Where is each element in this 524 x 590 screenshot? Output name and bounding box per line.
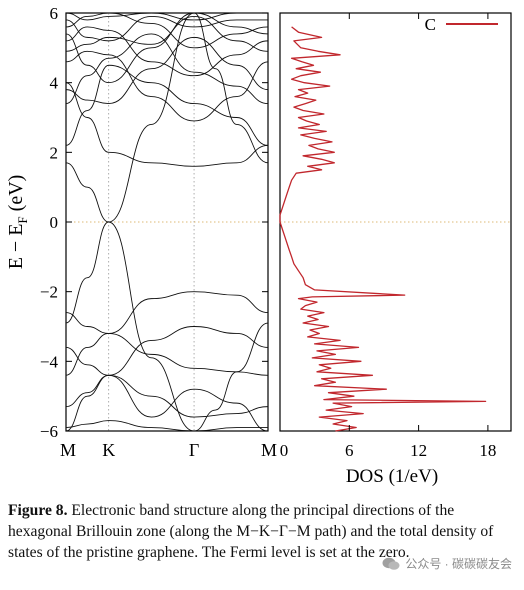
caption-label: Figure 8. bbox=[8, 502, 68, 519]
band-line bbox=[65, 36, 269, 105]
band-structure-panel: −6 −4 −2 0 2 4 6 M K Γ M E − EF (eV) bbox=[5, 4, 277, 460]
dos-x-tick-label: 12 bbox=[410, 441, 427, 460]
band-line bbox=[65, 26, 269, 77]
band-y-tick-label: −4 bbox=[40, 352, 59, 371]
band-line bbox=[65, 64, 269, 146]
dos-lines bbox=[279, 26, 487, 432]
band-line bbox=[65, 12, 269, 223]
band-line bbox=[65, 12, 269, 84]
band-line bbox=[65, 420, 268, 432]
band-y-tick-label: 4 bbox=[50, 74, 59, 93]
band-line bbox=[65, 50, 269, 122]
wechat-icon bbox=[382, 557, 400, 570]
band-y-label-main: E − E bbox=[5, 224, 27, 270]
band-line bbox=[65, 12, 269, 49]
band-kpoint-label: M bbox=[60, 440, 76, 460]
dos-x-axis-label: DOS (1/eV) bbox=[346, 466, 438, 487]
dos-x-tick-label: 6 bbox=[345, 441, 354, 460]
dos-panel: 0 6 12 18 C DOS (1/eV) bbox=[279, 12, 512, 487]
dos-legend-label: C bbox=[425, 15, 436, 34]
band-y-tick-label: −2 bbox=[40, 283, 58, 302]
band-y-label-unit: (eV) bbox=[5, 175, 27, 217]
band-line bbox=[65, 374, 269, 432]
dos-x-tick-label: 0 bbox=[280, 441, 289, 460]
band-line bbox=[65, 33, 269, 105]
band-line bbox=[65, 16, 268, 42]
dos-x-ticks: 0 6 12 18 bbox=[279, 13, 496, 460]
band-y-tick-label: 0 bbox=[50, 213, 59, 232]
caption-text: Electronic band structure along the prin… bbox=[8, 502, 494, 561]
band-kpoint-label: K bbox=[102, 440, 115, 460]
dos-series-line bbox=[279, 26, 487, 432]
band-kpoint-label: M bbox=[261, 440, 277, 460]
band-y-tick-label: 2 bbox=[50, 143, 59, 162]
figure-chart: −6 −4 −2 0 2 4 6 M K Γ M E − EF (eV) 0 6 12 18 C DOS… bbox=[5, 4, 512, 487]
band-line bbox=[65, 374, 269, 418]
band-line bbox=[65, 16, 269, 52]
band-line bbox=[65, 82, 269, 167]
band-line bbox=[65, 326, 269, 376]
band-kpoint-label: Γ bbox=[189, 440, 199, 460]
band-line bbox=[65, 221, 269, 432]
band-y-label-sub: F bbox=[15, 216, 30, 223]
watermark-text: 公众号 · 碳碳碳友会 bbox=[405, 557, 512, 571]
figure-caption: Figure 8. Electronic band structure alon… bbox=[8, 500, 516, 563]
band-y-tick-label: −6 bbox=[40, 422, 58, 441]
band-y-axis-label: E − EF (eV) bbox=[5, 175, 30, 270]
band-y-tick-label: 6 bbox=[50, 4, 59, 23]
watermark: 公众号 · 碳碳碳友会 bbox=[382, 555, 512, 572]
band-line bbox=[65, 12, 268, 21]
dos-x-tick-label: 18 bbox=[479, 441, 496, 460]
band-line bbox=[65, 333, 269, 376]
dos-legend: C bbox=[425, 15, 498, 34]
band-lines bbox=[65, 12, 269, 432]
band-y-ticks: −6 −4 −2 0 2 4 6 bbox=[40, 4, 268, 441]
band-line bbox=[65, 291, 269, 334]
